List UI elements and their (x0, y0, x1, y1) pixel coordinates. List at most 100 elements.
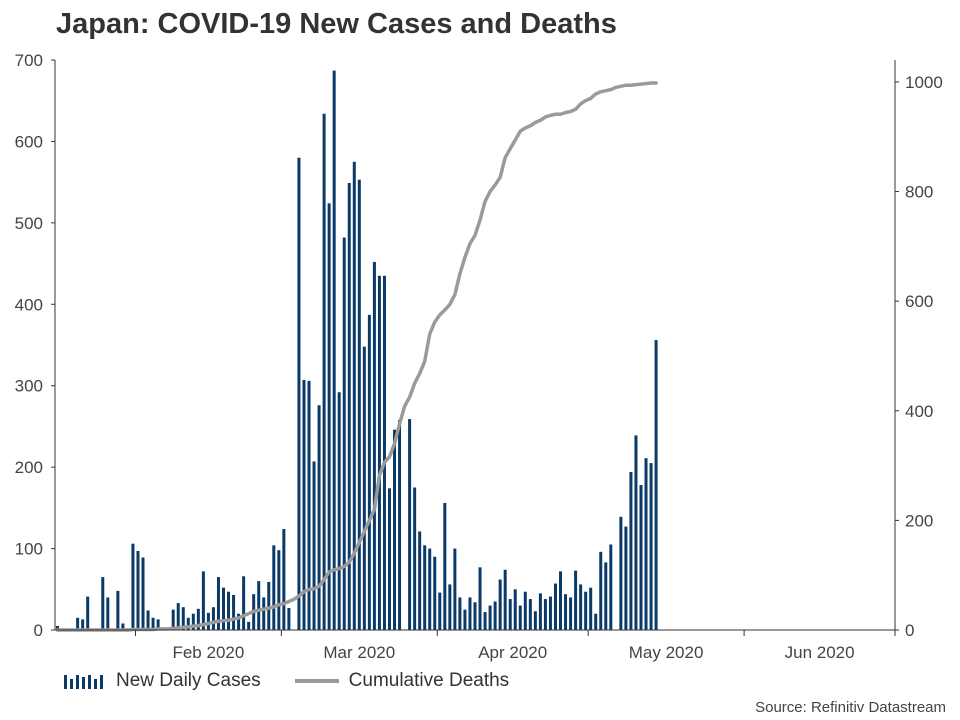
bar (86, 596, 90, 630)
bars-layer (56, 70, 658, 631)
bar (629, 472, 633, 630)
bar (76, 617, 80, 630)
bar (609, 544, 613, 630)
x-tick-label: Jun 2020 (785, 643, 855, 662)
bar (287, 608, 291, 630)
bar (413, 487, 417, 630)
legend-item-bars: New Daily Cases (64, 670, 261, 692)
bar (232, 594, 236, 630)
bar (342, 237, 346, 630)
y-right-tick-label: 600 (905, 292, 933, 311)
chart-title: Japan: COVID-19 New Cases and Deaths (56, 8, 617, 40)
bar (257, 581, 261, 630)
bar (649, 463, 653, 630)
legend: New Daily Cases Cumulative Deaths (64, 670, 543, 692)
bar (297, 157, 301, 630)
bar (106, 597, 110, 630)
bar (423, 545, 427, 630)
bar (262, 597, 266, 630)
x-tick-label: Mar 2020 (323, 643, 395, 662)
bar (468, 597, 472, 630)
bar (569, 597, 573, 630)
bar (131, 543, 135, 630)
bar (222, 587, 225, 630)
bar (528, 599, 532, 630)
bar (116, 590, 120, 630)
bar (453, 548, 457, 630)
bar (81, 619, 85, 630)
bar (367, 314, 371, 630)
bar (267, 581, 271, 630)
bar (559, 571, 563, 630)
bar (574, 570, 578, 630)
legend-item-line: Cumulative Deaths (294, 670, 509, 692)
bar (136, 551, 140, 630)
y-right-tick-label: 400 (905, 402, 933, 421)
bar (191, 613, 195, 630)
bar (186, 617, 190, 630)
bar (538, 593, 542, 630)
bar (312, 461, 316, 630)
bar (382, 275, 386, 630)
bar (211, 607, 215, 630)
bar (428, 548, 432, 630)
bar (347, 182, 351, 630)
bar (272, 545, 276, 630)
bar (548, 596, 552, 630)
y-left-tick-label: 300 (15, 377, 43, 396)
bar (624, 526, 628, 630)
cumulative-deaths-line (55, 81, 658, 632)
line-layer (55, 81, 658, 632)
bar (56, 625, 60, 630)
bar (141, 557, 145, 630)
bar (101, 577, 105, 630)
bar (156, 619, 160, 630)
bar-series-swatch-icon (64, 673, 106, 689)
bar (553, 583, 557, 630)
y-left-tick-label: 0 (34, 621, 43, 640)
bar (513, 589, 517, 630)
bar (503, 569, 507, 630)
axes-layer: 0 100 200 300 400 500 600 700 0 200 400 600 800 1000 F… (15, 51, 943, 662)
bar (433, 556, 437, 630)
bar (337, 392, 341, 630)
bar (543, 599, 547, 630)
bar (247, 621, 251, 630)
bar (594, 613, 598, 630)
bar (176, 603, 180, 630)
bar (584, 591, 588, 630)
bar (619, 516, 623, 630)
y-right-tick-label: 800 (905, 183, 933, 202)
bar (564, 594, 568, 630)
bar (483, 612, 487, 630)
bar (121, 623, 125, 630)
y-left-tick-label: 700 (15, 51, 43, 70)
bar (307, 380, 311, 630)
bar (458, 597, 462, 630)
bar (171, 609, 175, 630)
bar (398, 419, 402, 630)
bar (639, 485, 643, 630)
bar (448, 584, 452, 630)
bar (227, 591, 231, 630)
bar (408, 419, 412, 630)
y-left-tick-label: 100 (15, 540, 43, 559)
bar (523, 591, 527, 630)
bar (327, 203, 331, 630)
legend-label-bars: New Daily Cases (116, 670, 261, 691)
bar (181, 607, 185, 630)
bar (508, 599, 512, 630)
bar (362, 346, 366, 630)
y-left-tick-label: 500 (15, 214, 43, 233)
bar (488, 605, 492, 630)
bar (352, 161, 356, 631)
line-series-swatch-icon (294, 679, 339, 683)
bar (332, 70, 336, 631)
bar (237, 613, 241, 630)
bar (201, 571, 205, 630)
y-right-tick-label: 1000 (905, 73, 943, 92)
bar (634, 435, 638, 630)
bar (357, 179, 361, 630)
bar (151, 617, 155, 630)
